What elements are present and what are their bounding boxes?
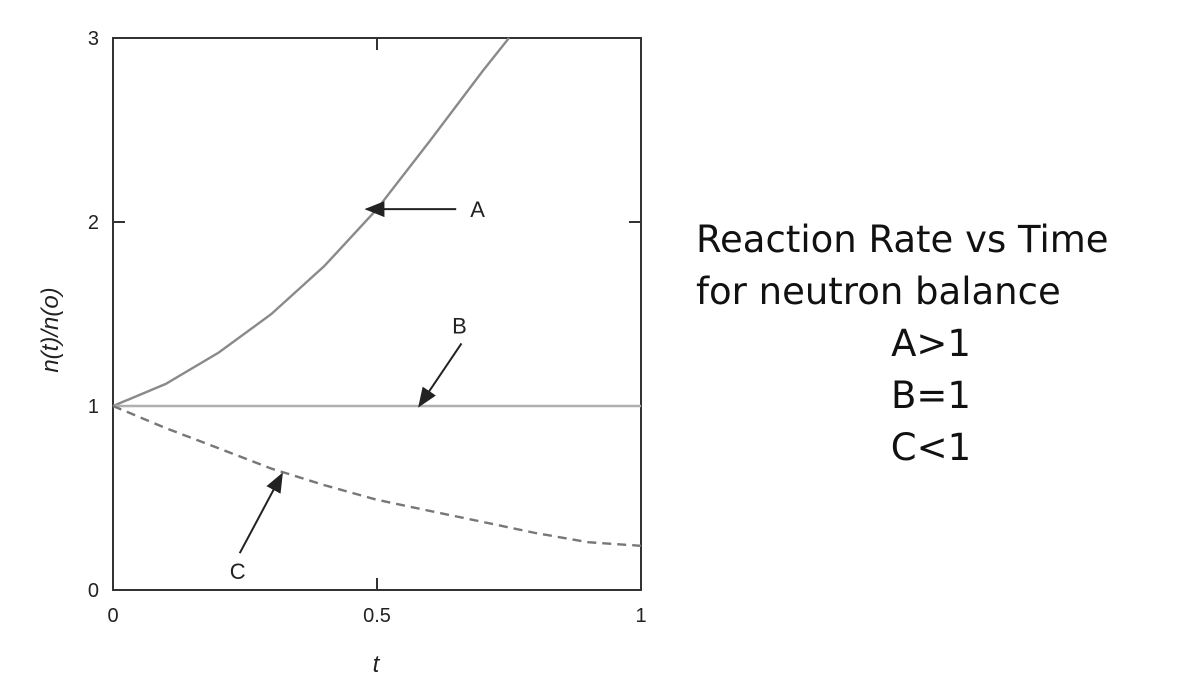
callout-c-arrow (238, 472, 283, 554)
y-tick-label-2: 2 (88, 212, 99, 234)
y-tick-label-3: 3 (88, 28, 99, 50)
plot-frame (112, 37, 642, 591)
caption-line-2: for neutron balance (696, 270, 1061, 313)
y-axis-title: n(t)/n(o) (37, 287, 64, 372)
y-tick-label-0: 0 (88, 580, 99, 602)
series-c-line (112, 404, 642, 547)
chart: 0 1 2 3 0 0.5 1 A B C n(t)/n(o) t (37, 28, 647, 678)
x-tick-label-1: 0.5 (363, 605, 391, 627)
series-a-line (112, 37, 510, 408)
caption-line-4: B=1 (891, 374, 971, 417)
callout-b-arrow (418, 342, 463, 408)
x-axis-title: t (373, 651, 381, 678)
caption-line-3: A>1 (891, 322, 971, 365)
callout-b-label: B (452, 313, 467, 338)
callout-a-label: A (470, 197, 485, 222)
caption-line-5: C<1 (890, 426, 972, 469)
caption-line-1: Reaction Rate vs Time (696, 218, 1109, 261)
caption: Reaction Rate vs Time for neutron balanc… (696, 214, 1176, 474)
callout-c-label: C (230, 559, 246, 584)
y-tick-label-1: 1 (88, 396, 99, 418)
x-tick-label-2: 1 (635, 605, 646, 627)
x-tick-label-0: 0 (107, 605, 118, 627)
